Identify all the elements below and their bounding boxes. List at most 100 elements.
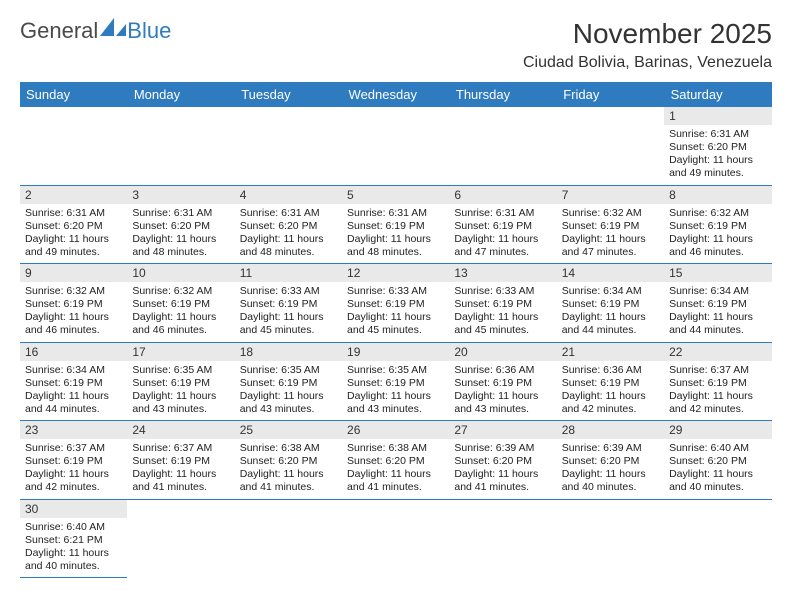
sunrise-line: Sunrise: 6:31 AM <box>669 128 766 141</box>
sunset-line: Sunset: 6:19 PM <box>132 377 229 390</box>
daylight-line: Daylight: 11 hours and 43 minutes. <box>454 390 551 416</box>
empty-cell <box>127 499 234 578</box>
day-number: 12 <box>342 264 449 282</box>
day-cell: 17Sunrise: 6:35 AMSunset: 6:19 PMDayligh… <box>127 342 234 421</box>
empty-cell <box>20 107 127 185</box>
day-cell: 24Sunrise: 6:37 AMSunset: 6:19 PMDayligh… <box>127 421 234 500</box>
daylight-line: Daylight: 11 hours and 44 minutes. <box>25 390 122 416</box>
daylight-line: Daylight: 11 hours and 47 minutes. <box>454 233 551 259</box>
day-number: 10 <box>127 264 234 282</box>
sunrise-line: Sunrise: 6:32 AM <box>562 207 659 220</box>
day-details: Sunrise: 6:33 AMSunset: 6:19 PMDaylight:… <box>235 282 342 342</box>
empty-cell <box>235 107 342 185</box>
weekday-header: Monday <box>127 82 234 107</box>
day-details: Sunrise: 6:34 AMSunset: 6:19 PMDaylight:… <box>557 282 664 342</box>
daylight-line: Daylight: 11 hours and 49 minutes. <box>25 233 122 259</box>
sunset-line: Sunset: 6:19 PM <box>240 298 337 311</box>
day-number: 19 <box>342 343 449 361</box>
day-number: 9 <box>20 264 127 282</box>
day-details: Sunrise: 6:38 AMSunset: 6:20 PMDaylight:… <box>342 439 449 499</box>
day-details: Sunrise: 6:31 AMSunset: 6:20 PMDaylight:… <box>127 204 234 264</box>
sunset-line: Sunset: 6:19 PM <box>240 377 337 390</box>
sunrise-line: Sunrise: 6:31 AM <box>132 207 229 220</box>
sunset-line: Sunset: 6:21 PM <box>25 534 122 547</box>
daylight-line: Daylight: 11 hours and 46 minutes. <box>669 233 766 259</box>
daylight-line: Daylight: 11 hours and 44 minutes. <box>669 311 766 337</box>
daylight-line: Daylight: 11 hours and 41 minutes. <box>132 468 229 494</box>
calendar-body: 1Sunrise: 6:31 AMSunset: 6:20 PMDaylight… <box>20 107 772 578</box>
day-cell: 7Sunrise: 6:32 AMSunset: 6:19 PMDaylight… <box>557 185 664 264</box>
sunrise-line: Sunrise: 6:32 AM <box>669 207 766 220</box>
sunrise-line: Sunrise: 6:39 AM <box>562 442 659 455</box>
daylight-line: Daylight: 11 hours and 42 minutes. <box>562 390 659 416</box>
sunrise-line: Sunrise: 6:32 AM <box>132 285 229 298</box>
sunset-line: Sunset: 6:19 PM <box>454 220 551 233</box>
calendar-row: 1Sunrise: 6:31 AMSunset: 6:20 PMDaylight… <box>20 107 772 185</box>
sunset-line: Sunset: 6:19 PM <box>562 377 659 390</box>
day-details: Sunrise: 6:37 AMSunset: 6:19 PMDaylight:… <box>127 439 234 499</box>
day-number: 17 <box>127 343 234 361</box>
day-number: 4 <box>235 186 342 204</box>
daylight-line: Daylight: 11 hours and 45 minutes. <box>240 311 337 337</box>
day-number: 26 <box>342 421 449 439</box>
day-number: 14 <box>557 264 664 282</box>
day-number: 15 <box>664 264 771 282</box>
daylight-line: Daylight: 11 hours and 45 minutes. <box>454 311 551 337</box>
day-number: 2 <box>20 186 127 204</box>
day-details: Sunrise: 6:37 AMSunset: 6:19 PMDaylight:… <box>664 361 771 421</box>
sunrise-line: Sunrise: 6:40 AM <box>25 521 122 534</box>
day-cell: 6 Sunrise: 6:31 AMSunset: 6:19 PMDaylight… <box>449 185 556 264</box>
empty-cell <box>557 499 664 578</box>
daylight-line: Daylight: 11 hours and 43 minutes. <box>240 390 337 416</box>
sunrise-line: Sunrise: 6:37 AM <box>132 442 229 455</box>
weekday-header: Wednesday <box>342 82 449 107</box>
empty-cell <box>449 107 556 185</box>
calendar-row: 23Sunrise: 6:37 AMSunset: 6:19 PMDayligh… <box>20 421 772 500</box>
calendar-row: 2Sunrise: 6:31 AMSunset: 6:20 PMDaylight… <box>20 185 772 264</box>
sunrise-line: Sunrise: 6:35 AM <box>240 364 337 377</box>
daylight-line: Daylight: 11 hours and 43 minutes. <box>347 390 444 416</box>
sunset-line: Sunset: 6:19 PM <box>669 220 766 233</box>
day-details: Sunrise: 6:33 AMSunset: 6:19 PMDaylight:… <box>342 282 449 342</box>
day-cell: 21Sunrise: 6:36 AMSunset: 6:19 PMDayligh… <box>557 342 664 421</box>
sunrise-line: Sunrise: 6:38 AM <box>347 442 444 455</box>
location-line: Ciudad Bolivia, Barinas, Venezuela <box>523 54 772 72</box>
daylight-line: Daylight: 11 hours and 49 minutes. <box>669 154 766 180</box>
daylight-line: Daylight: 11 hours and 44 minutes. <box>562 311 659 337</box>
sunset-line: Sunset: 6:20 PM <box>562 455 659 468</box>
empty-cell <box>235 499 342 578</box>
day-details: Sunrise: 6:36 AMSunset: 6:19 PMDaylight:… <box>449 361 556 421</box>
day-cell: 8Sunrise: 6:32 AMSunset: 6:19 PMDaylight… <box>664 185 771 264</box>
empty-cell <box>449 499 556 578</box>
sunset-line: Sunset: 6:20 PM <box>25 220 122 233</box>
day-cell: 25Sunrise: 6:38 AMSunset: 6:20 PMDayligh… <box>235 421 342 500</box>
daylight-line: Daylight: 11 hours and 47 minutes. <box>562 233 659 259</box>
day-cell: 2 Sunrise: 6:31 AMSunset: 6:20 PMDaylight… <box>20 185 127 264</box>
sunrise-line: Sunrise: 6:31 AM <box>454 207 551 220</box>
sunrise-line: Sunrise: 6:34 AM <box>669 285 766 298</box>
daylight-line: Daylight: 11 hours and 42 minutes. <box>25 468 122 494</box>
day-cell: 4Sunrise: 6:31 AMSunset: 6:20 PMDaylight… <box>235 185 342 264</box>
day-number: 6 <box>449 186 556 204</box>
empty-cell <box>127 107 234 185</box>
sunset-line: Sunset: 6:19 PM <box>132 455 229 468</box>
day-cell: 16Sunrise: 6:34 AMSunset: 6:19 PMDayligh… <box>20 342 127 421</box>
sunset-line: Sunset: 6:19 PM <box>669 377 766 390</box>
day-number: 25 <box>235 421 342 439</box>
day-cell: 19Sunrise: 6:35 AMSunset: 6:19 PMDayligh… <box>342 342 449 421</box>
day-number: 11 <box>235 264 342 282</box>
sunset-line: Sunset: 6:19 PM <box>669 298 766 311</box>
sunrise-line: Sunrise: 6:31 AM <box>25 207 122 220</box>
sunset-line: Sunset: 6:20 PM <box>669 141 766 154</box>
brand-logo: General Blue <box>20 18 171 44</box>
daylight-line: Daylight: 11 hours and 40 minutes. <box>25 547 122 573</box>
day-number: 5 <box>342 186 449 204</box>
sunset-line: Sunset: 6:20 PM <box>454 455 551 468</box>
day-number: 16 <box>20 343 127 361</box>
sunrise-line: Sunrise: 6:33 AM <box>454 285 551 298</box>
title-block: November 2025 Ciudad Bolivia, Barinas, V… <box>523 18 772 72</box>
empty-cell <box>664 499 771 578</box>
day-number: 18 <box>235 343 342 361</box>
day-number: 27 <box>449 421 556 439</box>
sail-icon <box>100 18 126 44</box>
